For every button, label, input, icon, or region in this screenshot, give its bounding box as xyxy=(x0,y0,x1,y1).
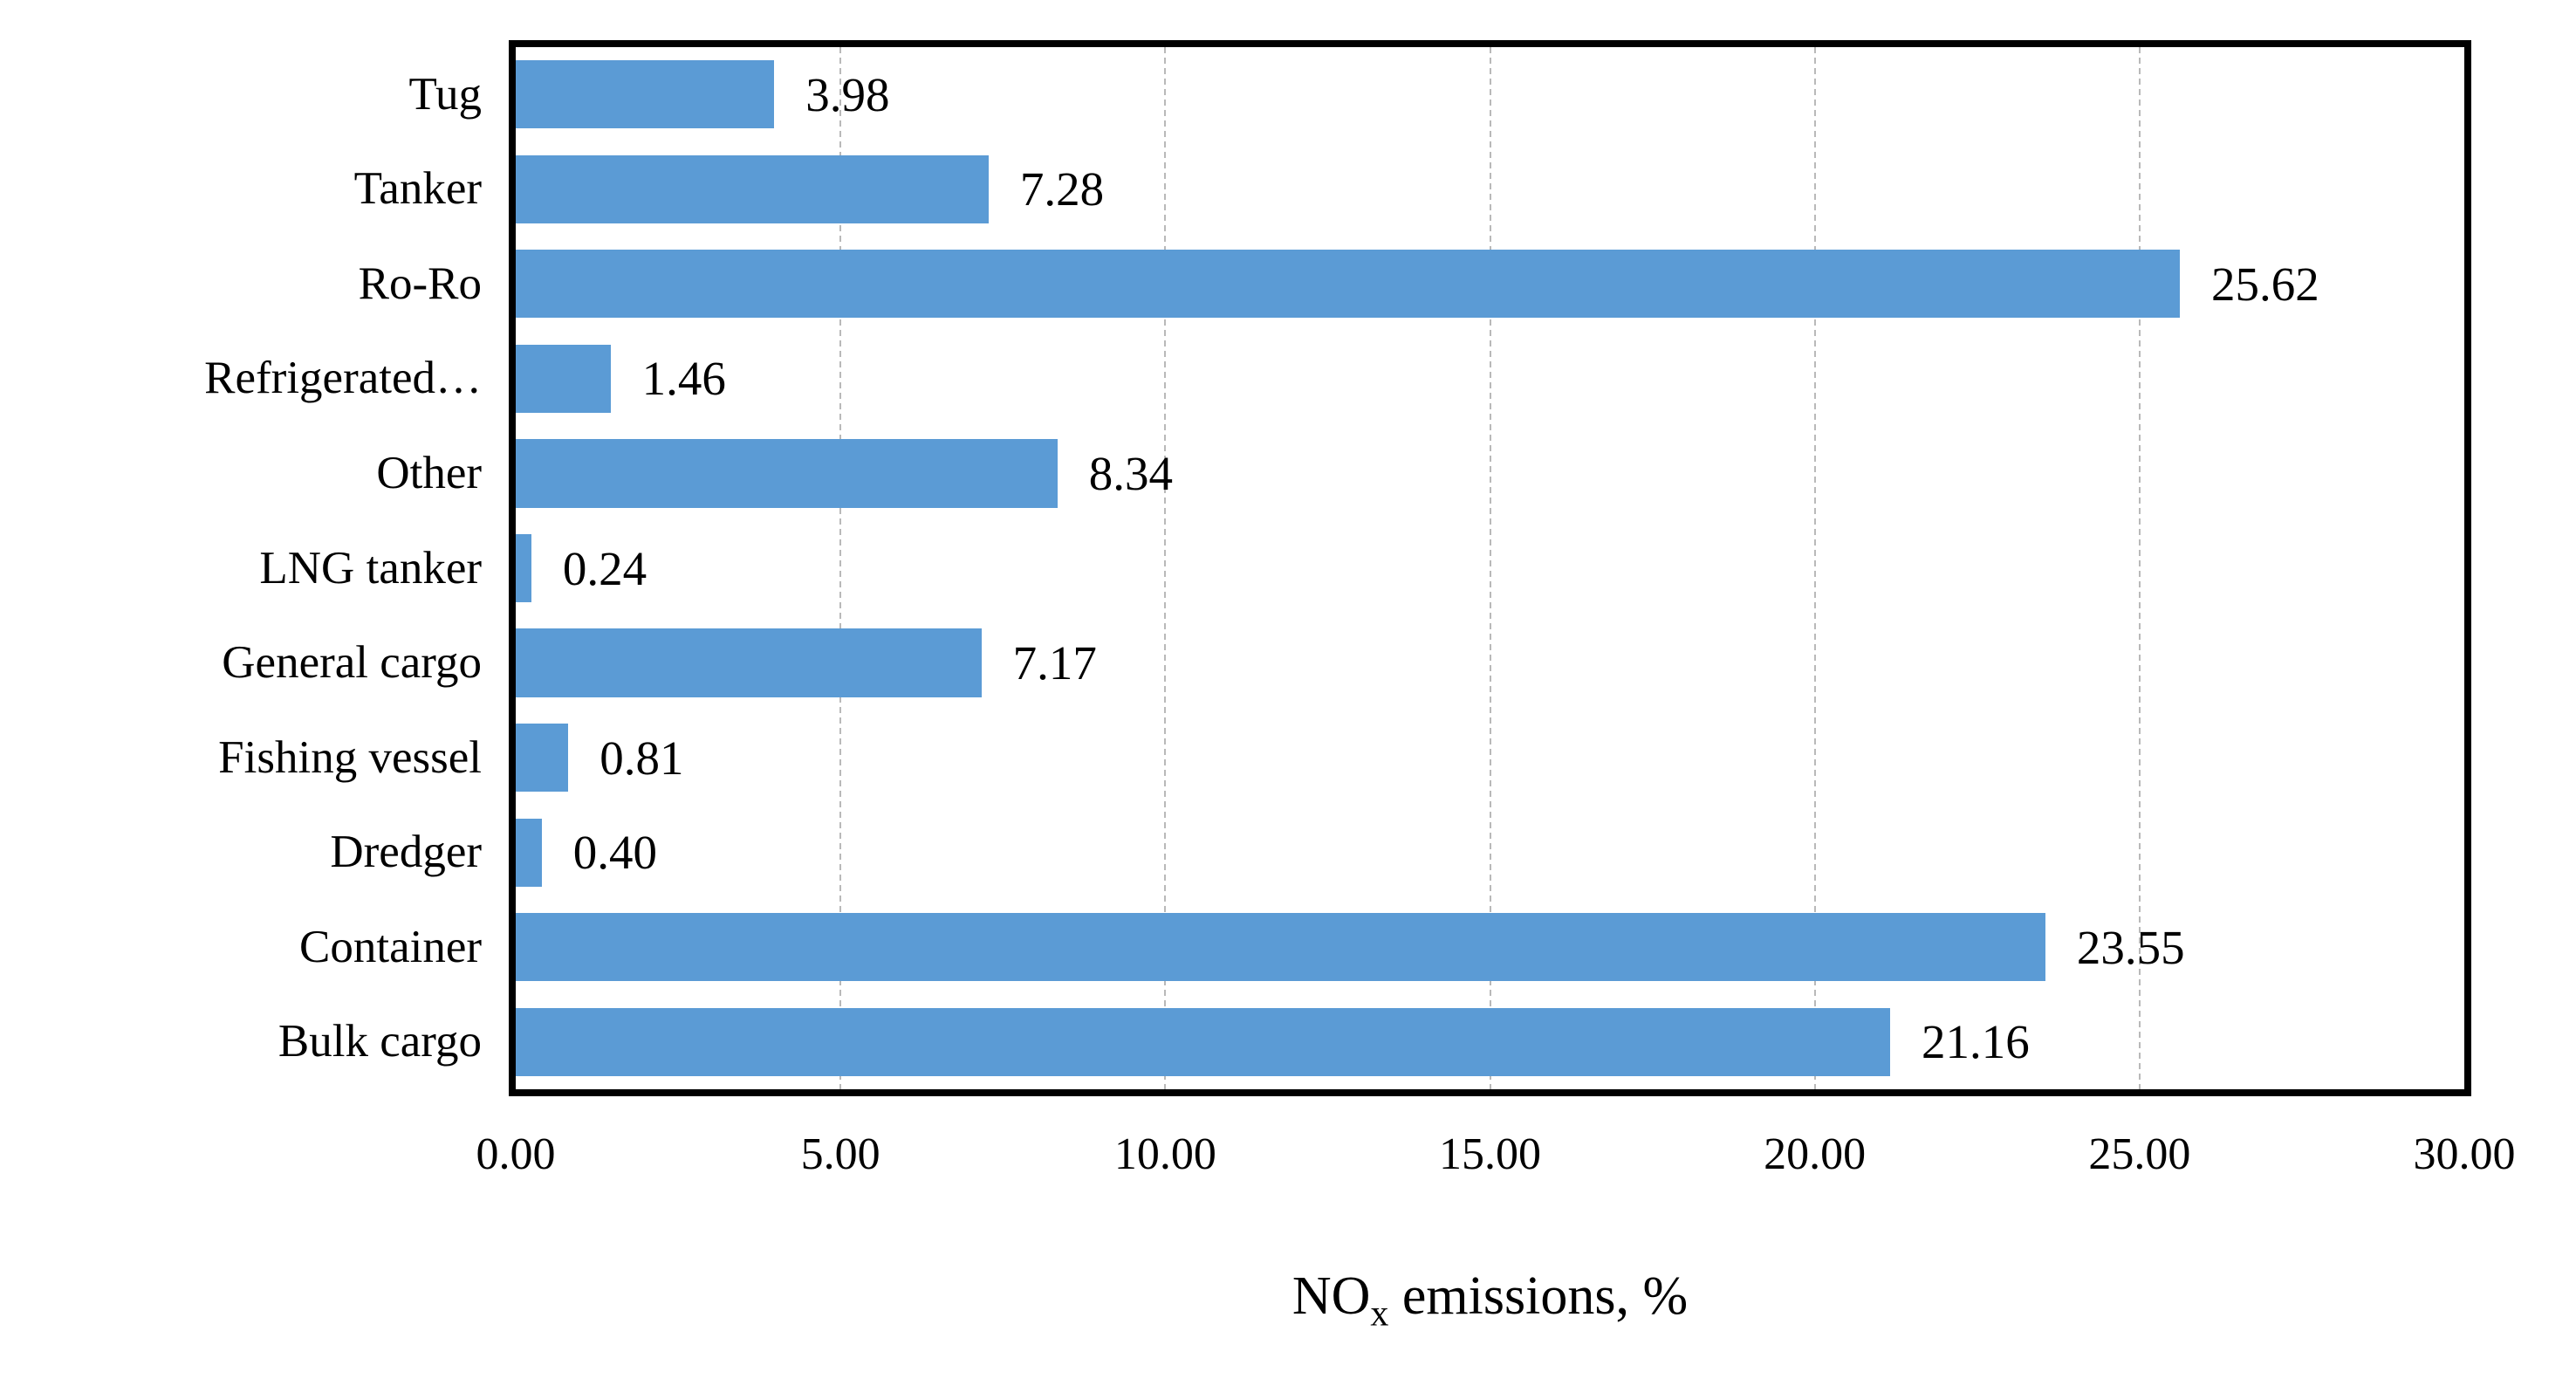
chart-row: 25.62 xyxy=(516,237,2464,332)
bar-value-label: 23.55 xyxy=(2076,920,2185,974)
bar-bulk-cargo xyxy=(516,1007,1890,1076)
y-axis-label: Dredger xyxy=(330,827,482,878)
x-tick-label: 15.00 xyxy=(1439,1129,1541,1179)
x-axis-title-subscript: x xyxy=(1370,1294,1389,1335)
bar-value-label: 25.62 xyxy=(2210,257,2319,311)
bar-value-label: 7.28 xyxy=(1019,162,1105,216)
bar-value-label: 1.46 xyxy=(641,352,726,406)
gridline-20.00 xyxy=(1813,47,1816,1089)
bar-dredger xyxy=(516,818,542,887)
bar-value-label: 3.98 xyxy=(805,67,890,121)
y-axis-label: Bulk cargo xyxy=(277,1016,482,1067)
bars-container: 3.98 7.28 25.62 1.46 8.34 0.24 7.17 0.81 0.40 23.… xyxy=(516,47,2464,1089)
gridline-25.00 xyxy=(2138,47,2141,1089)
x-tick-label: 25.00 xyxy=(2088,1129,2191,1179)
bar-tug xyxy=(516,60,775,129)
bar-value-label: 7.17 xyxy=(1012,636,1097,690)
y-axis-labels: Tug Tanker Ro-Ro Refrigerated… Other LNG tank… xyxy=(0,47,482,1089)
chart-row: 23.55 xyxy=(516,900,2464,995)
y-axis-label: Other xyxy=(376,447,482,498)
chart-row: 0.40 xyxy=(516,805,2464,900)
bar-value-label: 0.40 xyxy=(572,826,658,880)
bar-lng-tanker xyxy=(516,533,531,603)
y-axis-label: Container xyxy=(299,921,482,972)
x-tick-label: 10.00 xyxy=(1113,1129,1216,1179)
bar-general-cargo xyxy=(516,628,982,697)
chart-row: 8.34 xyxy=(516,426,2464,521)
bar-other xyxy=(516,439,1058,508)
x-tick-label: 5.00 xyxy=(800,1129,880,1179)
bar-fishing-vessel xyxy=(516,724,569,793)
chart-row: 0.81 xyxy=(516,710,2464,806)
x-tick-label: 30.00 xyxy=(2413,1129,2516,1179)
x-axis-title-prefix: NO xyxy=(1291,1266,1371,1326)
y-axis-label: Tug xyxy=(408,68,482,120)
y-axis-label: Tanker xyxy=(353,163,482,215)
chart-row: 3.98 xyxy=(516,47,2464,142)
y-axis-label: General cargo xyxy=(222,637,482,689)
y-axis-label: Ro-Ro xyxy=(358,257,482,309)
y-axis-label: LNG tanker xyxy=(259,542,482,594)
y-axis-label: Fishing vessel xyxy=(218,731,482,783)
chart-row: 0.24 xyxy=(516,521,2464,616)
gridline-10.00 xyxy=(1164,47,1167,1089)
chart-row: 1.46 xyxy=(516,332,2464,427)
x-axis-title-suffix: emissions, % xyxy=(1388,1266,1689,1326)
x-axis-tick-labels: 0.00 5.00 10.00 15.00 20.00 25.00 30.00 xyxy=(476,1128,2516,1191)
bar-value-label: 8.34 xyxy=(1088,446,1174,500)
x-axis-title: NOx emissions, % xyxy=(509,1264,2471,1332)
chart-row: 7.17 xyxy=(516,615,2464,710)
x-tick-label: 0.00 xyxy=(476,1129,556,1179)
bar-ro-ro xyxy=(516,250,2180,319)
plot-area: 3.98 7.28 25.62 1.46 8.34 0.24 7.17 0.81 0.40 23.… xyxy=(509,40,2471,1096)
bar-container xyxy=(516,913,2045,982)
x-tick-label: 20.00 xyxy=(1764,1129,1867,1179)
gridline-5.00 xyxy=(839,47,842,1089)
chart-row: 21.16 xyxy=(516,994,2464,1089)
bar-refrigerated- xyxy=(516,344,611,413)
bar-value-label: 0.81 xyxy=(599,731,684,785)
y-axis-label: Refrigerated… xyxy=(204,353,482,404)
bar-tanker xyxy=(516,154,989,223)
chart-row: 7.28 xyxy=(516,142,2464,237)
gridline-15.00 xyxy=(1489,47,1491,1089)
bar-value-label: 21.16 xyxy=(1922,1015,2030,1069)
bar-value-label: 0.24 xyxy=(562,541,647,595)
